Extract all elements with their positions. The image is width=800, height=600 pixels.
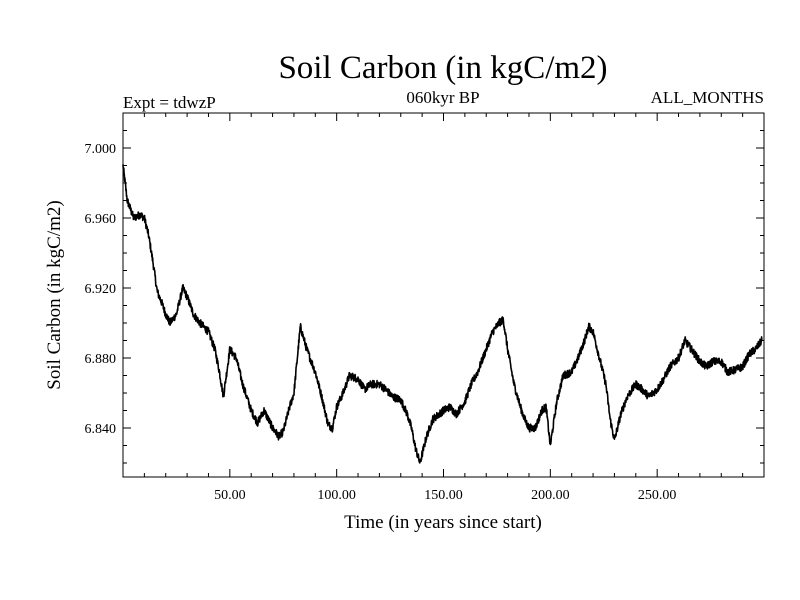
y-axis-ticks: 6.840 6.880 6.920 6.960 7.000	[85, 142, 764, 437]
x-tick-label: 250.00	[638, 488, 677, 503]
experiment-label: Expt = tdwzP	[123, 93, 216, 112]
y-tick-label: 6.920	[85, 282, 117, 297]
y-tick-label: 7.000	[85, 142, 117, 157]
x-axis-ticks: 50.00 100.00 150.00 200.00 250.00	[214, 113, 676, 503]
y-tick-label: 6.880	[85, 352, 117, 367]
series-layer	[122, 164, 763, 464]
x-tick-label: 150.00	[424, 488, 463, 503]
chart-subtitle: 060kyr BP	[406, 88, 479, 107]
plot-frame	[122, 112, 765, 478]
x-tick-label: 100.00	[317, 488, 356, 503]
minor-ticks	[123, 113, 764, 477]
chart-title: Soil Carbon (in kgC/m2)	[278, 50, 607, 86]
y-axis-label: Soil Carbon (in kgC/m2)	[44, 200, 65, 389]
y-tick-label: 6.840	[85, 422, 117, 437]
period-label: ALL_MONTHS	[651, 88, 764, 107]
x-tick-label: 50.00	[214, 488, 246, 503]
x-axis-label: Time (in years since start)	[344, 512, 542, 533]
series-line	[122, 164, 763, 464]
y-tick-label: 6.960	[85, 212, 117, 227]
x-tick-label: 200.00	[531, 488, 570, 503]
